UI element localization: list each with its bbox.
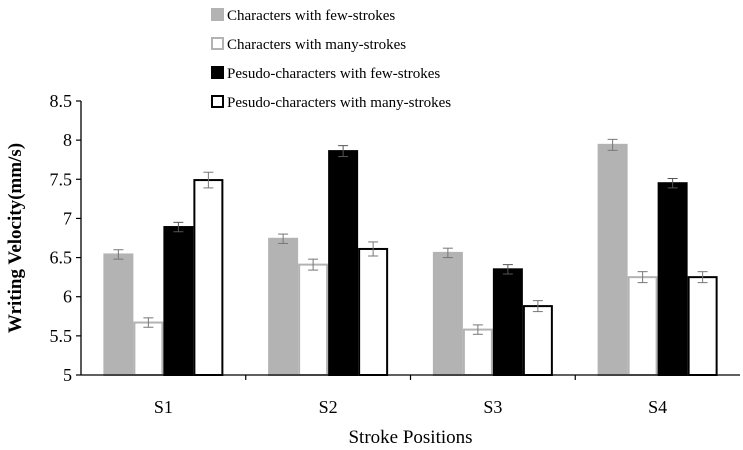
legend-label-1: Characters with few-strokes	[227, 8, 395, 24]
y-tick-label: 5	[63, 365, 72, 385]
bar-series-2	[462, 328, 493, 377]
y-tick-label: 7.5	[50, 169, 73, 189]
legend-label-2: Characters with many-strokes	[227, 37, 406, 53]
x-axis-title: Stroke Positions	[348, 427, 472, 448]
bar-series-4	[687, 276, 718, 376]
bar-series-1	[597, 143, 628, 376]
legend-swatch-4	[211, 95, 224, 108]
bars	[103, 138, 718, 377]
bar-series-2	[298, 263, 329, 377]
bar-series-3	[492, 268, 523, 377]
bar-series-3	[657, 182, 688, 376]
y-axis-title: Writing Velocity(mm/s)	[5, 143, 26, 333]
legend-swatch-3	[211, 66, 224, 79]
legend-label-3: Pesudo-characters with few-strokes	[227, 66, 440, 82]
y-tick-label: 7	[63, 208, 72, 228]
bar-series-4	[193, 179, 224, 376]
bar-series-3	[163, 226, 194, 376]
bar-series-4	[358, 247, 389, 377]
y-axis-ticks: 5 5.5 6 6.5 7 7.5 8 8.5	[50, 91, 81, 385]
x-tick-label: S2	[319, 397, 338, 417]
bar-series-3	[328, 150, 359, 376]
y-tick-label: 8	[63, 130, 72, 150]
x-tick-label: S3	[483, 397, 502, 417]
y-tick-label: 5.5	[50, 326, 73, 346]
y-tick-label: 8.5	[50, 91, 73, 111]
y-tick-label: 6.5	[50, 248, 73, 268]
legend-label-4: Pesudo-characters with many-strokes	[227, 95, 451, 111]
legend-swatch-1	[211, 8, 224, 21]
bar-series-1	[268, 237, 299, 376]
legend-swatch-2	[211, 37, 224, 50]
bar-series-2	[627, 276, 658, 376]
bar-series-1	[103, 253, 134, 376]
x-axis-ticks: S1 S2 S3 S4	[154, 375, 667, 417]
bar-series-4	[522, 305, 553, 377]
x-tick-label: S4	[648, 397, 667, 417]
x-tick-label: S1	[154, 397, 173, 417]
bar-series-2	[133, 321, 164, 377]
bar-series-1	[432, 251, 463, 376]
legend: Characters with few-strokes Characters wi…	[211, 8, 451, 111]
y-tick-label: 6	[63, 287, 72, 307]
plot-area: 5 5.5 6 6.5 7 7.5 8 8.5 S1 S2 S3 S4	[50, 91, 740, 417]
